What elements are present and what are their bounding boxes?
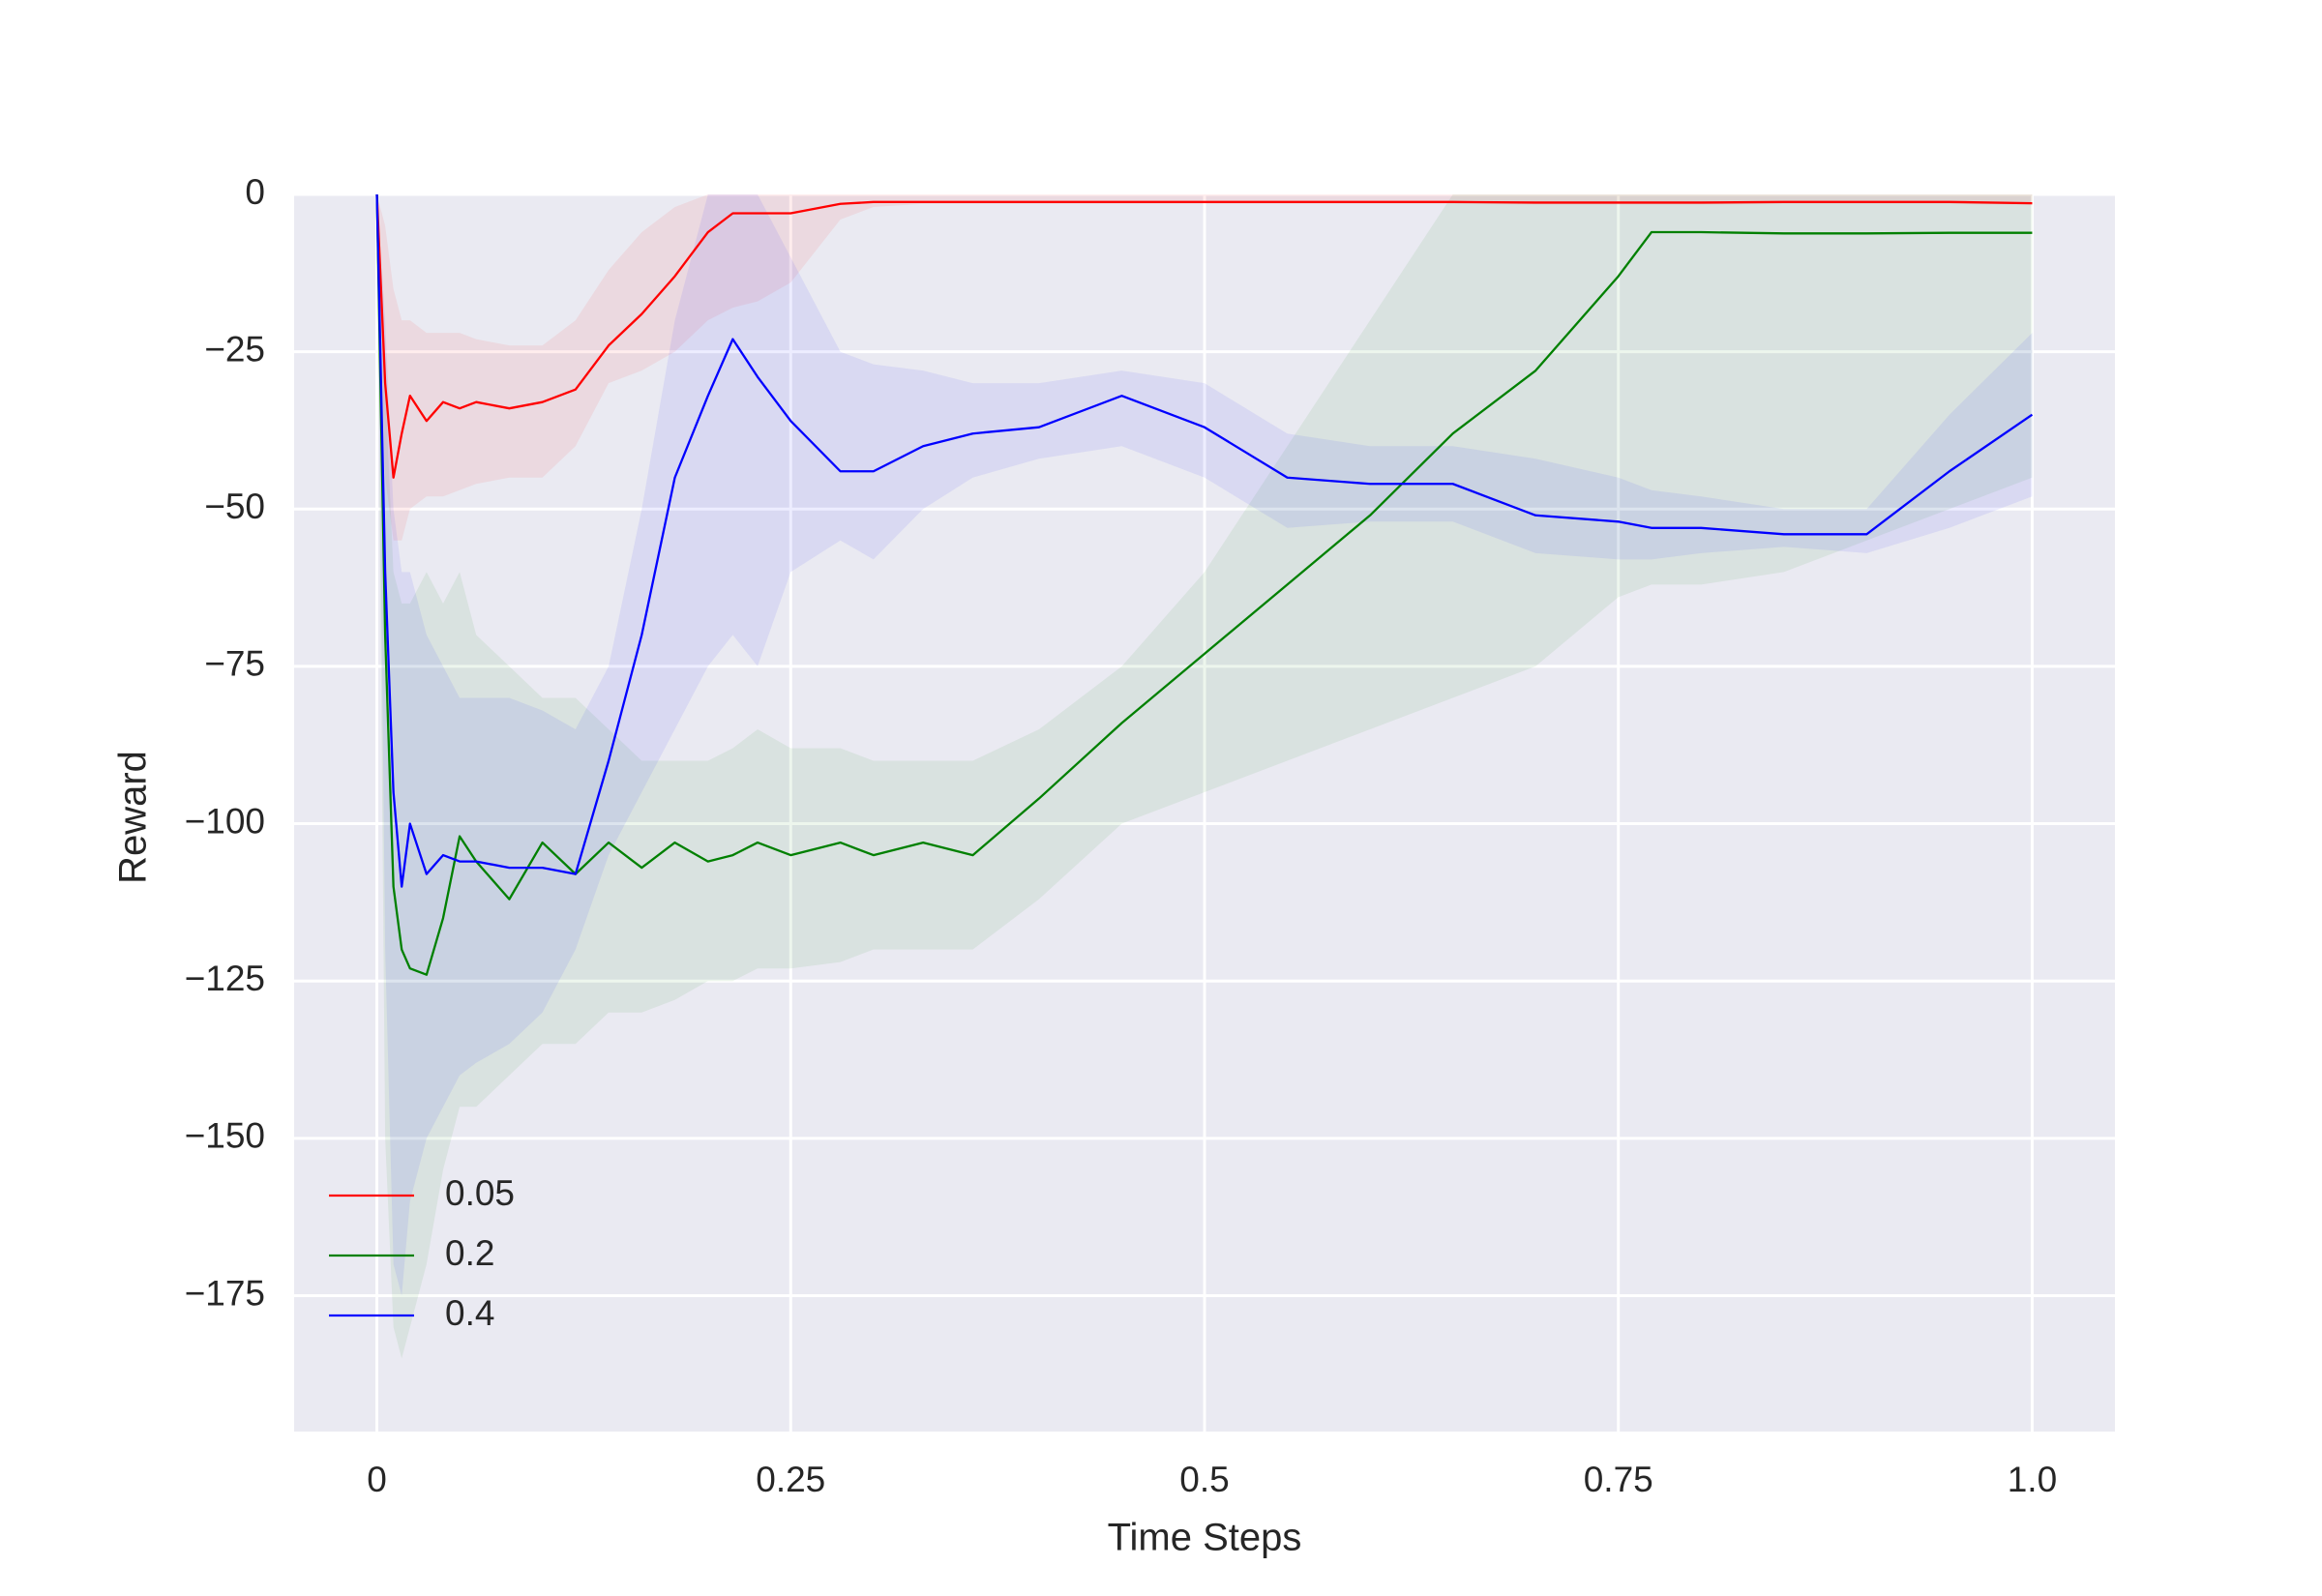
y-axis-label: Reward — [112, 751, 155, 884]
x-tick-label: 0.5 — [1179, 1460, 1229, 1499]
series-line — [375, 193, 2033, 976]
y-tick-label: −150 — [185, 1116, 265, 1156]
confidence-band — [376, 194, 2033, 1359]
confidence-band — [376, 194, 2033, 541]
legend-label: 0.05 — [445, 1173, 515, 1213]
x-tick-label: 0 — [367, 1460, 387, 1499]
confidence-band — [376, 194, 2033, 1296]
x-axis-label: Time Steps — [1108, 1517, 1302, 1559]
series-line — [375, 193, 2033, 479]
y-tick-label: −175 — [185, 1273, 265, 1313]
legend-label: 0.4 — [445, 1293, 494, 1333]
series-line — [375, 193, 2034, 888]
x-tick-label: 0.25 — [756, 1460, 825, 1499]
x-tick-label: 1.0 — [2008, 1460, 2057, 1499]
y-tick-label: −25 — [204, 329, 265, 369]
y-tick-label: −125 — [185, 959, 265, 998]
y-tick-label: −75 — [204, 644, 265, 684]
y-tick-label: −50 — [204, 487, 265, 526]
y-tick-label: −100 — [185, 801, 265, 841]
legend-label: 0.2 — [445, 1233, 494, 1273]
y-tick-label: 0 — [245, 172, 265, 212]
x-tick-label: 0.75 — [1584, 1460, 1653, 1499]
